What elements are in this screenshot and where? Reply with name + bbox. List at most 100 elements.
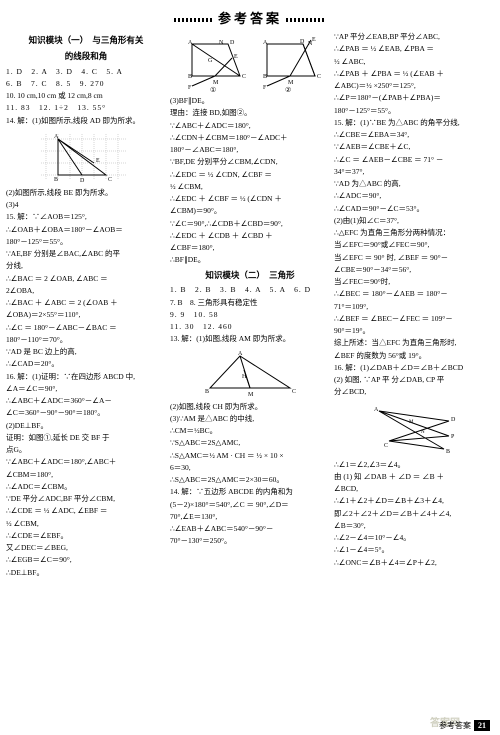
text-line: (5－2)×180°＝540°,∠C ＝ 90°,∠D＝ [170,499,330,510]
text-line: ∠OBA)＝2×55°＝110°, [6,309,166,320]
text-line: ∴∠2－∠4＝10°－∠4。 [334,532,494,543]
svg-text:D: D [300,39,305,45]
text-line: ∠C＝360°－90°－90°＝180°。 [6,407,166,418]
text-line: ∠A＝∠C＝90°, [6,383,166,394]
column-2: ADCB MEFGN ① ADCB MEFN ② (3)BF∥DE。 理由：连接… [170,31,330,579]
text-line: ½ ∠ABC, [334,56,494,67]
text-line: 2∠OBA, [6,285,166,296]
text-line: ∴∠1＝∠2,∠3＝∠4。 [334,459,494,470]
page-footer: 参考答案 21 [439,720,490,731]
text-line: ∠BEF 的度数为 56°或 19°。 [334,350,494,361]
text-line: ∴∠EGB＝∠C＝90°, [6,554,166,565]
svg-text:H: H [242,374,247,380]
text-line: ∵BF,DE 分别平分∠CBM,∠CDN, [170,156,330,167]
text-line: ∴∠PAB ＝ ½ ∠EAB, ∠PBA ＝ [334,43,494,54]
answer-line: 11. 30 12. 460 [170,321,330,332]
text-line: ∵AD 为△ABC 的高, [334,178,494,189]
text-line: ∴∠BEF ＝ ∠BEC－∠FEC ＝ 109°－ [334,313,494,324]
svg-text:D: D [80,178,85,184]
text-line: ∠ABC)＝½ ×250°＝125°, [334,80,494,91]
page-header: 参考答案 [0,0,500,31]
svg-text:P: P [451,434,455,440]
text-line: ∴∠1－∠4＝5°。 [334,544,494,555]
text-line: 分∠BCD, [334,386,494,397]
text-line: ∴BF∥DE。 [170,254,330,265]
answer-line: 6. B 7. C 8. 5 9. 270 [6,78,166,89]
text-line: ∴∠BEC ＝ 180°－∠AEB ＝ 180°－ [334,288,494,299]
text-line: 由 (1) 知 ∠DAB ＋ ∠D ＝ ∠B ＋ [334,471,494,482]
text-line: ∴∠BAC ＋ ∠ABC ＝ 2 (∠OAB ＋ [6,297,166,308]
content-columns: 知识模块（一） 与三角形有关 的线段和角 1. D 2. A 3. D 4. C… [0,31,500,579]
section-title-2: 知识模块（二） 三角形 [170,269,330,282]
text-line: 180°－∠ABC＝180°, [170,144,330,155]
text-line: 180°－125°＝55°。 [334,105,494,116]
text-line: 14. 解：∵五边形 ABCDE 的内角和为 [170,486,330,497]
text-line: ∵AE,BF 分别是∠BAC,∠ABC 的平 [6,248,166,259]
text-line: ∴∠CDE＝∠EBF。 [6,530,166,541]
text-line: ½ ∠CBM, [6,518,166,529]
text-line: 即∠2＋∠2＋∠D＝∠B＋∠4＋∠4, [334,508,494,519]
svg-text:F: F [263,85,267,91]
text-line: 180°－125°＝55°。 [6,236,166,247]
text-line: ∴∠ADC＝90°, [334,190,494,201]
text-line: (2) 如图, ∵AP 平 分∠DAB, CP 平 [334,374,494,385]
text-line: ∵∠ABC＋∠ADC＝180°,∠ABC＋ [6,456,166,467]
column-3: ∵AP 平分∠EAB,BP 平分∠ABC, ∴∠PAB ＝ ½ ∠EAB, ∠P… [334,31,494,579]
text-line: ∵S△ABC＝2S△AMC, [170,437,330,448]
svg-text:C: C [242,74,246,80]
svg-text:B: B [188,74,192,80]
svg-text:C: C [384,443,388,449]
text-line: ∵DE 平分∠ADC,BF 平分∠CBM, [6,493,166,504]
answer-line: 7. B 8. 三角形具有稳定性 [170,297,330,308]
text-line: (2)由(1)知∠C＝37°, [334,215,494,226]
quad-diagrams: ADCB MEFGN ① ADCB MEFN ② [175,34,325,92]
text-line: ∠B＝30°, [334,520,494,531]
text-line: ∠CBM＝180°, [6,469,166,480]
text-line: ∴∠CDN＋∠CBM＝180°－∠ADC＋ [170,132,330,143]
svg-text:M: M [409,420,414,425]
text-line: (2)如图,线段 CH 即为所求。 [170,401,330,412]
text-line: 71°＝109°, [334,301,494,312]
text-line: ∵∠ABC＋∠ADC＝180°, [170,120,330,131]
svg-text:B: B [263,74,267,80]
text-line: 70°－130°＝250°。 [170,535,330,546]
svg-text:F: F [188,85,192,91]
text-line: ∴∠1＋∠2＋∠D＝∠B＋∠3＋∠4, [334,495,494,506]
svg-text:G: G [208,58,213,64]
text-line: ∴∠P＝180°－(∠PAB＋∠PBA)＝ [334,92,494,103]
text-line: ∴∠ONC＝∠B＋∠4＝∠P＋∠2, [334,557,494,568]
text-line: 分线, [6,260,166,271]
text-line: (3)4 [6,199,166,210]
svg-text:D: D [230,40,235,46]
section-title: 知识模块（一） 与三角形有关 [6,34,166,47]
svg-text:E: E [96,158,100,164]
text-line: 15. 解：∵∠AOB＝125°, [6,211,166,222]
text-line: 16. 解：(1)∠DAB＋∠D＝∠B＋∠BCD [334,362,494,373]
text-line: 当∠EFC＝90°或∠FEC＝90°, [334,239,494,250]
text-line: 34°＝37°, [334,166,494,177]
text-line: 综上所述：当△EFC 为直角三角形时, [334,337,494,348]
text-line: ∵∠C＝90°,∴∠CDB＋∠CBD＝90°, [170,218,330,229]
svg-text:A: A [263,40,268,46]
svg-text:C: C [292,389,296,395]
text-line: 当∠EFC ＝ 90° 时, ∠BEF ＝ 90°－ [334,252,494,263]
text-line: ∴∠CAD＝90°－∠C＝53°。 [334,203,494,214]
section-subtitle: 的线段和角 [6,50,166,63]
text-line: ∴∠EAB＋∠ABC＝540°－90°－ [170,523,330,534]
svg-text:C: C [108,177,112,183]
text-line: ∴∠ADC＝∠CBM。 [6,481,166,492]
text-line: (3)BF∥DE。 [170,95,330,106]
svg-text:N: N [421,430,425,435]
answer-line: 1. B 2. B 3. B 4. A 5. A 6. D [170,284,330,295]
svg-text:B: B [54,177,58,183]
svg-text:A: A [54,134,59,140]
answer-line: 9. 9 10. 58 [170,309,330,320]
svg-text:②: ② [285,86,291,92]
text-line: (2)如图所示,线段 BE 即为所求。 [6,187,166,198]
text-line: ∴∠ABC＋∠ADC＝360°－∠A－ [6,395,166,406]
text-line: 点G。 [6,444,166,455]
text-line: ∴∠EDC ＝ ½ ∠CDN, ∠CBF ＝ [170,169,330,180]
text-line: (2)DE⊥BF。 [6,420,166,431]
svg-text:A: A [374,407,379,413]
text-line: 证明：如图①,延长 DE 交 BF 于 [6,432,166,443]
